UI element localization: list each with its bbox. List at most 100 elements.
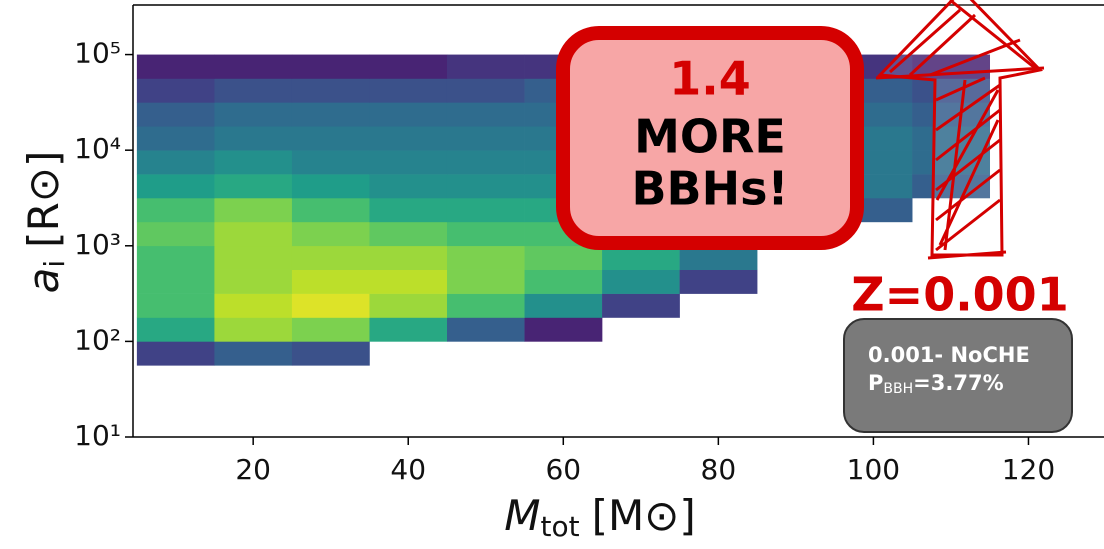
heatmap-cell [136, 54, 215, 79]
x-tick-label: 100 [847, 453, 900, 486]
x-tick-label: 80 [701, 453, 737, 486]
heatmap-cell [214, 54, 293, 79]
heatmap-cell [524, 269, 603, 294]
y-tick-label: 10¹ [74, 419, 121, 452]
heatmap-cell [214, 245, 293, 270]
heatmap-cell [136, 126, 215, 151]
heatmap-cell [214, 269, 293, 294]
y-tick-label: 10⁵ [74, 37, 121, 70]
heatmap-cell [291, 197, 370, 223]
heatmap-cell [136, 293, 215, 318]
p-value: =3.77% [913, 371, 1003, 395]
heatmap-cell [446, 317, 525, 342]
heatmap-cell [291, 78, 370, 103]
heatmap-cell [291, 126, 370, 151]
heatmap-cell [369, 174, 448, 199]
heatmap-cell [136, 245, 215, 270]
heatmap-cell [136, 269, 215, 294]
heatmap-cell [214, 341, 293, 366]
y-label-symbol: a [19, 268, 68, 294]
heatmap-cell [369, 54, 448, 79]
info-line: PBBH=3.77% [868, 371, 1004, 397]
heatmap-cell [446, 54, 525, 79]
heatmap-cell [369, 221, 448, 247]
heatmap-cell [136, 78, 215, 103]
heatmap-cell [912, 102, 991, 127]
info-box: 0.001- NoCHE PBBH=3.77% [843, 318, 1073, 433]
heatmap-cell [369, 150, 448, 175]
heatmap-cell [446, 197, 525, 223]
heatmap-cell [214, 197, 293, 223]
axes: 20 40 60 80 100 120 10¹ 10² 10³ 10⁴ 10⁵ [74, 4, 1104, 486]
heatmap-cell [369, 245, 448, 270]
heatmap-cell [136, 221, 215, 247]
heatmap-cell [369, 317, 448, 342]
heatmap-cell [291, 269, 370, 294]
heatmap-cell [446, 126, 525, 151]
y-tick-label: 10³ [74, 228, 121, 261]
info-box-bg [843, 318, 1073, 433]
heatmap-cell [136, 197, 215, 223]
heatmap-cell [214, 78, 293, 103]
callout-line: MORE [634, 110, 786, 164]
heatmap-cell [291, 102, 370, 127]
heatmap-cell [291, 293, 370, 318]
callout-number: 1.4 [669, 52, 751, 106]
heatmap-cell [524, 245, 603, 270]
callout-line: BBHs! [632, 162, 789, 216]
heatmap-cell [524, 317, 603, 342]
info-line: 0.001- NoCHE [868, 343, 1030, 367]
heatmap-cell [446, 293, 525, 318]
x-axis-label: Mtot [M⊙] [504, 491, 696, 544]
heatmap-cell [369, 126, 448, 151]
heatmap-cell [446, 245, 525, 270]
heatmap-cell [291, 341, 370, 366]
heatmap-cell [291, 54, 370, 79]
y-label-subscript: i [38, 260, 71, 268]
heatmap-cell [369, 78, 448, 103]
heatmap-cell [291, 245, 370, 270]
y-axis-label: ai [R⊙] [19, 151, 72, 294]
y-tick-label: 10² [74, 323, 121, 356]
x-tick-label: 20 [235, 453, 271, 486]
heatmap-cell [136, 102, 215, 127]
heatmap-cell [214, 317, 293, 342]
heatmap-cell [214, 174, 293, 199]
heatmap-cell [136, 174, 215, 199]
x-label-subscript: tot [540, 510, 579, 543]
heatmap-cell [214, 293, 293, 318]
heatmap-cell [446, 269, 525, 294]
x-label-unit: [M⊙] [592, 491, 696, 540]
metallicity-label: Z=0.001 [851, 268, 1068, 322]
heatmap-cell [136, 341, 215, 366]
heatmap-cell [291, 174, 370, 199]
heatmap-cell [446, 174, 525, 199]
heatmap-cell [524, 293, 603, 318]
arrow-scribble [875, 0, 1045, 260]
x-tick-label: 120 [1002, 453, 1055, 486]
heatmap-cell [602, 293, 680, 318]
callout-box [556, 26, 864, 250]
heatmap-cell [369, 269, 448, 294]
heatmap-cell [136, 150, 215, 175]
heatmap-cell [369, 293, 448, 318]
heatmap-cell [291, 221, 370, 247]
heatmap-cell [679, 269, 758, 294]
x-label-symbol: M [504, 491, 540, 540]
y-tick-label: 10⁴ [74, 132, 121, 165]
heatmap-cell [446, 150, 525, 175]
heatmap-cell [214, 150, 293, 175]
x-tick-label: 60 [545, 453, 581, 486]
callout: 1.4 MORE BBHs! [556, 26, 864, 250]
heatmap-cell [136, 317, 215, 342]
p-subscript: BBH [883, 381, 913, 397]
heatmap-cell [369, 197, 448, 223]
heatmap-cell [291, 150, 370, 175]
y-label-unit: [R⊙] [19, 151, 68, 248]
heatmap-cell [291, 317, 370, 342]
heatmap-cell [369, 102, 448, 127]
heatmap-cell [214, 102, 293, 127]
heatmap-cell [446, 78, 525, 103]
heatmap-cell [214, 126, 293, 151]
